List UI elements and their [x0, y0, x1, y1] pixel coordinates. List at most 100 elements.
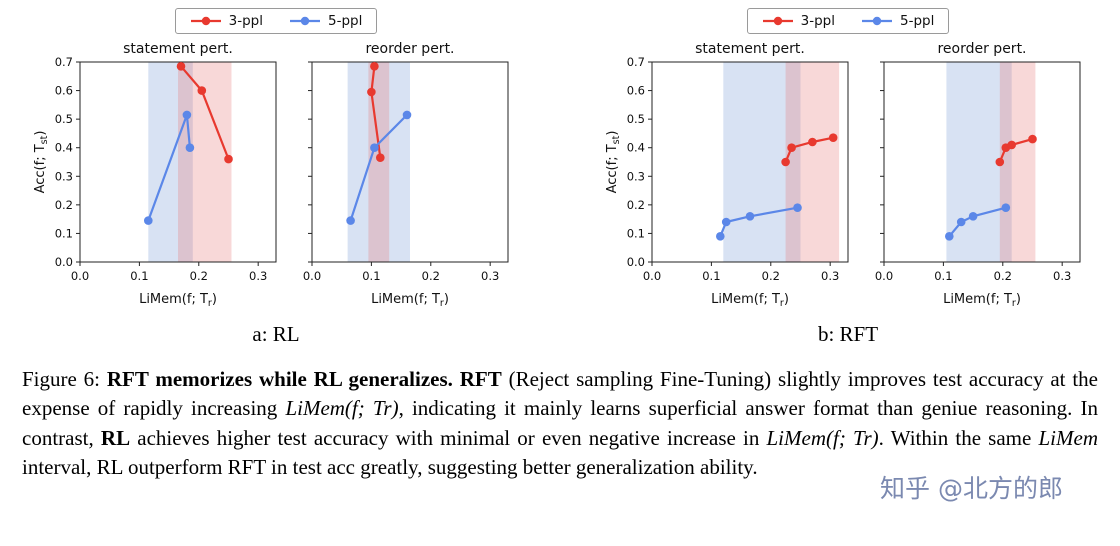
- chart-rl-reorder-pert: 0.0 0.1 0.2 0.3 reorder pert. LiMem(f; Tr): [303, 41, 509, 309]
- data-point-3-ppl: [370, 62, 379, 71]
- y-tick-label: 0.4: [55, 141, 73, 155]
- data-point-5-ppl: [144, 216, 153, 225]
- x-axis-label: LiMem(f; Tr): [139, 292, 217, 309]
- legend-marker-5ppl-icon: [862, 16, 892, 26]
- x-tick-label: 0.0: [71, 269, 89, 283]
- data-point-5-ppl: [968, 212, 978, 221]
- figure-panels: 3-ppl 5-ppl 0.0 0.1 0.2 0.3 0.0 0.1 0.2 0.3 0.4 0…: [30, 8, 1094, 347]
- data-point-5-ppl: [402, 110, 412, 120]
- caption-segment: LiMem(f; Tr): [766, 425, 879, 450]
- x-tick-label: 0.1: [130, 269, 148, 283]
- data-point-3-ppl: [197, 86, 207, 95]
- data-point-5-ppl: [1001, 203, 1011, 212]
- plot-frame: [883, 61, 1081, 263]
- charts-row-rft: 0.0 0.1 0.2 0.3 0.0 0.1 0.2 0.3 0.4 0.5 0.6 0.7 stat…: [602, 36, 1094, 318]
- caption-segment: interval, RL outperform RFT in test acc …: [22, 455, 758, 480]
- caption-segment: , indicating it mainly learns superficia…: [22, 396, 1098, 450]
- x-tick-label: 0.1: [702, 269, 720, 283]
- caption-segment: LiMem: [1038, 425, 1099, 450]
- legend-label-3ppl: 3-ppl: [228, 13, 263, 29]
- x-tick-label: 0.0: [875, 269, 893, 283]
- x-axis-label: LiMem(f; Tr): [711, 292, 789, 309]
- x-axis-label: LiMem(f; Tr): [943, 292, 1021, 309]
- chart-title: reorder pert.: [365, 41, 454, 57]
- x-tick-label: 0.0: [643, 269, 661, 283]
- data-point-3-ppl: [828, 133, 838, 142]
- y-axis-label: Acc(f; Tst): [605, 131, 622, 194]
- y-tick-label: 0.0: [627, 255, 645, 269]
- y-axis-label: Acc(f; Tst): [33, 131, 50, 194]
- chart-title: statement pert.: [123, 41, 233, 57]
- x-axis-label: LiMem(f; Tr): [371, 292, 449, 309]
- y-tick-label: 0.3: [627, 169, 645, 183]
- chart-title: reorder pert.: [937, 41, 1026, 57]
- legend-label-3ppl: 3-ppl: [800, 13, 835, 29]
- figure-caption: Figure 6: RFT memorizes while RL general…: [0, 365, 1120, 483]
- caption-segment: . Within the same: [878, 425, 1039, 450]
- y-tick-label: 0.0: [55, 255, 73, 269]
- series-line-5-ppl: [948, 206, 1007, 238]
- data-point-5-ppl: [945, 232, 954, 241]
- x-tick-label: 0.3: [249, 269, 267, 283]
- x-tick-label: 0.2: [994, 269, 1012, 283]
- legend-item-3ppl: 3-ppl: [762, 13, 835, 29]
- data-point-3-ppl: [1007, 140, 1016, 150]
- y-tick-label: 0.2: [55, 198, 73, 212]
- legend-item-5ppl: 5-ppl: [861, 13, 934, 29]
- plot-frame: [79, 61, 277, 263]
- y-tick-label: 0.4: [627, 141, 645, 155]
- data-point-5-ppl: [185, 143, 195, 152]
- panel-rl: 3-ppl 5-ppl 0.0 0.1 0.2 0.3 0.0 0.1 0.2 0.3 0.4 0…: [30, 8, 522, 347]
- charts-row-rl: 0.0 0.1 0.2 0.3 0.0 0.1 0.2 0.3 0.4 0.5 0.6 0.7 stat…: [30, 36, 522, 318]
- data-point-5-ppl: [745, 212, 755, 221]
- legend-marker-3ppl-icon: [762, 16, 793, 26]
- caption-segment: RL: [100, 425, 131, 450]
- y-tick-label: 0.1: [55, 226, 73, 240]
- y-tick-label: 0.7: [55, 55, 73, 69]
- legend-rl: 3-ppl 5-ppl: [174, 8, 378, 34]
- legend-label-5ppl: 5-ppl: [900, 13, 935, 29]
- y-tick-label: 0.5: [627, 112, 645, 126]
- chart-rl-statement-pert: 0.0 0.1 0.2 0.3 0.0 0.1 0.2 0.3 0.4 0.5 0.6 0.7 stat…: [33, 41, 277, 309]
- caption-segment: achieves higher test accuracy with minim…: [130, 425, 767, 450]
- shaded-band: [785, 62, 840, 262]
- legend-marker-3ppl-icon: [190, 16, 221, 26]
- data-point-3-ppl: [367, 87, 376, 97]
- legend-marker-5ppl-icon: [290, 16, 320, 26]
- data-point-3-ppl: [808, 137, 817, 147]
- y-tick-label: 0.7: [627, 55, 645, 69]
- data-point-5-ppl: [793, 203, 802, 212]
- watermark: 知乎 @北方的郎: [880, 474, 1063, 503]
- panel-rft: 3-ppl 5-ppl 0.0 0.1 0.2 0.3 0.0 0.1 0.2 0.3 0.4 0…: [602, 8, 1094, 347]
- data-point-5-ppl: [956, 217, 966, 227]
- y-tick-label: 0.3: [55, 169, 73, 183]
- y-tick-label: 0.1: [627, 226, 645, 240]
- x-tick-label: 0.3: [1053, 269, 1071, 283]
- data-point-5-ppl: [716, 232, 725, 241]
- x-tick-label: 0.1: [362, 269, 380, 283]
- x-tick-label: 0.0: [303, 269, 321, 283]
- x-tick-label: 0.3: [481, 269, 499, 283]
- y-tick-label: 0.5: [55, 112, 73, 126]
- caption-segment: RFT memorizes while RL generalizes.: [106, 367, 460, 391]
- plot-frame: [651, 61, 849, 263]
- data-point-5-ppl: [182, 110, 192, 120]
- series-line-5-ppl: [719, 206, 798, 237]
- legend-dot-3ppl: [773, 16, 782, 26]
- caption-segment: Figure 6:: [22, 367, 107, 391]
- legend-dot-5ppl: [872, 16, 882, 26]
- data-point-5-ppl: [370, 143, 379, 152]
- plot-frame: [311, 61, 509, 263]
- data-point-3-ppl: [176, 62, 186, 71]
- y-tick-label: 0.6: [627, 84, 645, 98]
- y-tick-label: 0.2: [627, 198, 645, 212]
- x-tick-label: 0.1: [934, 269, 952, 283]
- series-line-3-ppl: [784, 136, 834, 163]
- caption-segment: LiMem(f; Tr): [285, 396, 399, 421]
- x-tick-label: 0.3: [821, 269, 839, 283]
- caption-segment: RFT: [459, 367, 502, 391]
- caption-segment: (Reject sampling Fine-Tuning) slightly i…: [22, 367, 1099, 421]
- subcaption-rft: b: RFT: [817, 322, 879, 346]
- legend-item-3ppl: 3-ppl: [190, 13, 263, 29]
- y-tick-label: 0.6: [55, 84, 73, 98]
